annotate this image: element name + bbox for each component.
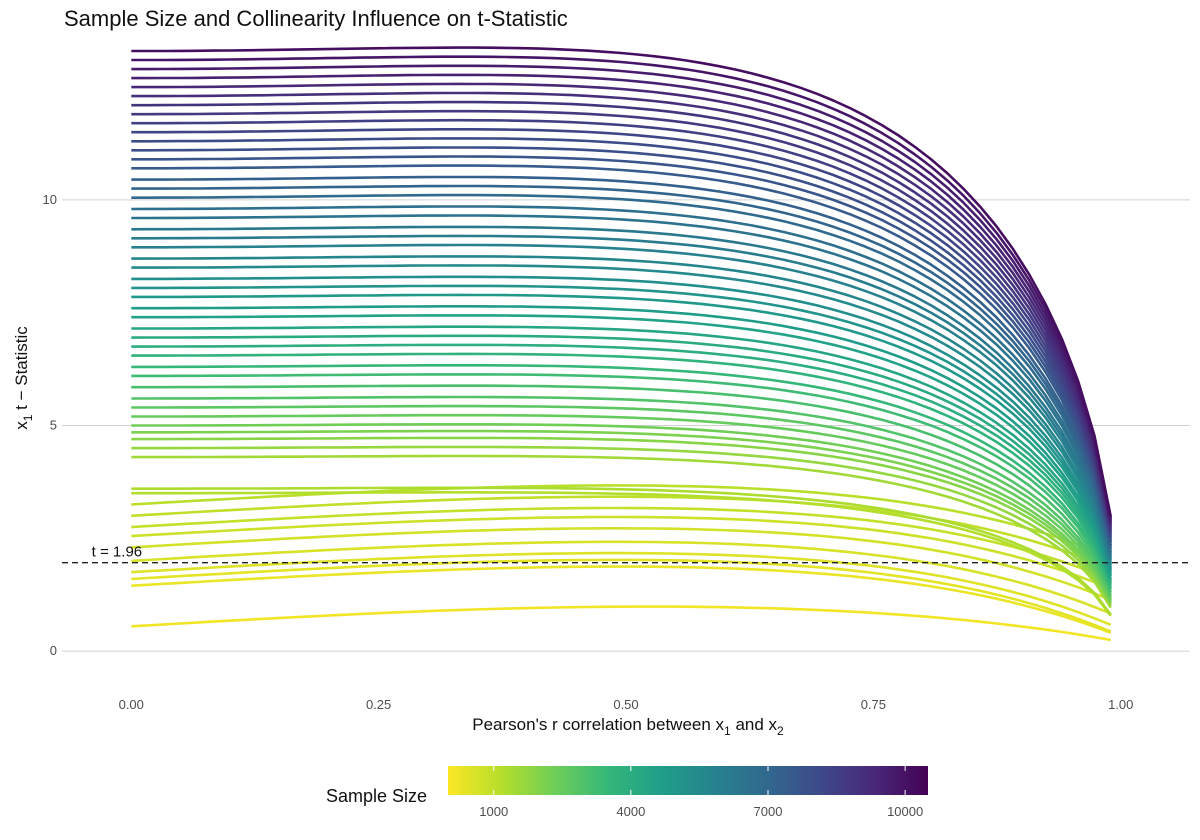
- series-line: [131, 293, 1113, 573]
- series-line: [131, 343, 1113, 584]
- y-axis-title-prefix: x: [12, 421, 31, 430]
- colorbar-ticks: 1000 4000 7000 10000: [479, 766, 923, 819]
- colorbar-tick-label: 10000: [887, 804, 923, 819]
- series-line: [131, 243, 1113, 562]
- series-line: [131, 205, 1113, 553]
- series-line: [131, 373, 1112, 591]
- series-line: [131, 193, 1113, 550]
- color-legend: Sample Size 1000 4000 7000 10000: [326, 766, 928, 819]
- colorbar: [448, 766, 928, 795]
- series-line: [131, 137, 1113, 538]
- y-tick-label: 0: [50, 643, 57, 658]
- series-line: [131, 64, 1113, 522]
- x-axis-title-part1: Pearson's r correlation between x: [472, 715, 724, 734]
- x-tick-label: 0.00: [119, 697, 144, 712]
- series-line: [131, 284, 1113, 571]
- series-line: [131, 55, 1113, 519]
- series-line: [131, 526, 1112, 602]
- series-line: [131, 100, 1113, 530]
- series-line: [131, 109, 1113, 532]
- series-line: [131, 128, 1113, 536]
- series-line: [131, 214, 1113, 555]
- series-line: [131, 436, 1112, 605]
- chart-title: Sample Size and Collinearity Influence o…: [64, 6, 568, 31]
- series-line: [131, 558, 1112, 633]
- y-axis-title-suffix: t − Statistic: [12, 326, 31, 415]
- x-axis-title-part2: and x: [731, 715, 778, 734]
- series-line: [131, 445, 1112, 607]
- series-line: [131, 91, 1113, 528]
- series-line: [131, 404, 1112, 598]
- series-line: [131, 384, 1112, 593]
- series-line: [131, 515, 1112, 591]
- series-line: [131, 82, 1113, 526]
- colorbar-tick-label: 7000: [754, 804, 783, 819]
- series-line: [131, 275, 1113, 569]
- reference-line-label: t = 1.96: [92, 544, 142, 561]
- series-line: [131, 46, 1113, 517]
- series-lines: [131, 46, 1113, 642]
- series-line: [131, 565, 1112, 635]
- series-line: [131, 422, 1112, 602]
- colorbar-tick-label: 4000: [616, 804, 645, 819]
- series-line: [131, 551, 1112, 627]
- series-line: [131, 73, 1113, 524]
- series-line: [131, 304, 1113, 575]
- y-tick-label: 10: [43, 192, 57, 207]
- series-line: [131, 184, 1113, 548]
- series-line: [131, 605, 1112, 642]
- x-axis-ticks: 0.00 0.25 0.50 0.75 1.00: [119, 697, 1134, 712]
- series-line: [131, 486, 1112, 616]
- series-line: [131, 155, 1113, 542]
- series-line: [131, 484, 1112, 559]
- series-line: [131, 225, 1113, 557]
- series-line: [131, 314, 1113, 577]
- series-line: [131, 264, 1113, 566]
- y-axis-title-subscript: 1: [21, 414, 35, 421]
- x-axis-title-subscript1: 1: [724, 724, 731, 738]
- series-line: [131, 255, 1113, 564]
- y-axis-title: x1 t − Statistic: [12, 326, 35, 430]
- x-axis-title-subscript2: 2: [777, 724, 784, 738]
- series-line: [131, 363, 1112, 589]
- x-tick-label: 0.25: [366, 697, 391, 712]
- series-line: [131, 395, 1112, 596]
- series-line: [131, 118, 1113, 534]
- series-line: [131, 146, 1113, 540]
- series-line: [131, 334, 1113, 582]
- series-line: [131, 454, 1112, 609]
- series-line: [131, 234, 1113, 560]
- series-line: [131, 429, 1112, 603]
- series-line: [131, 352, 1113, 586]
- legend-title: Sample Size: [326, 786, 427, 806]
- y-tick-label: 5: [50, 418, 57, 433]
- x-axis-title: Pearson's r correlation between x1 and x…: [472, 715, 784, 738]
- series-line: [131, 325, 1113, 580]
- series-line: [131, 413, 1112, 600]
- x-tick-label: 0.75: [861, 697, 886, 712]
- series-line: [131, 540, 1112, 615]
- x-tick-label: 1.00: [1108, 697, 1133, 712]
- series-line: [131, 490, 1112, 617]
- y-axis-ticks: 0 5 10: [43, 192, 57, 658]
- series-line: [131, 164, 1113, 544]
- series-line: [131, 175, 1113, 546]
- colorbar-tick-label: 1000: [479, 804, 508, 819]
- series-line: [131, 506, 1112, 581]
- x-tick-label: 0.50: [613, 697, 638, 712]
